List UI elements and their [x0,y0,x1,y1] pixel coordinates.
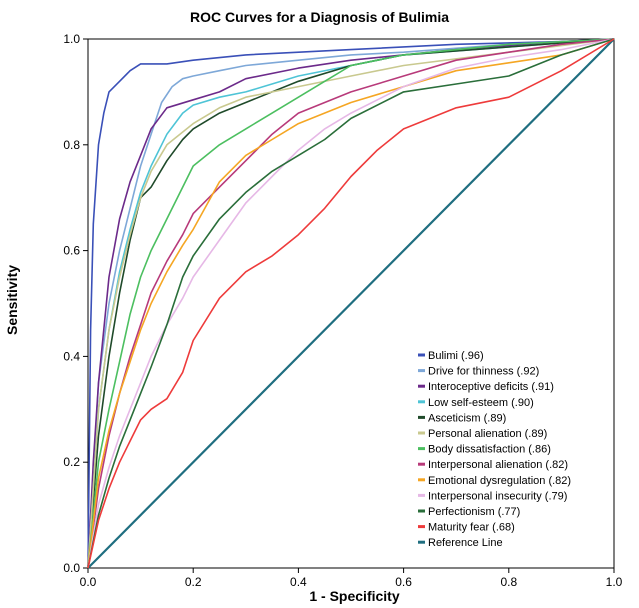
series-line [87,38,615,569]
legend-label: Perfectionism (.77) [428,506,520,518]
x-tick-label: 1.0 [606,575,623,589]
legend-label: Emotional dysregulation (.82) [428,475,571,487]
y-axis-label: Sensitivity [4,264,20,336]
legend-label: Low self-esteem (.90) [428,397,534,409]
series-line [87,38,615,569]
legend-label: Asceticism (.89) [428,412,506,424]
series-line [87,38,615,569]
x-tick-label: 0.0 [80,575,97,589]
series-line [87,38,615,569]
legend-label: Maturity fear (.68) [428,522,515,534]
x-tick-label: 0.8 [500,575,517,589]
x-axis-label: 1 - Specificity [309,588,400,604]
legend-label: Interoceptive deficits (.91) [428,381,554,393]
y-tick-label: 1.0 [63,32,80,46]
x-tick-label: 0.4 [290,575,307,589]
y-tick-label: 0.8 [63,138,80,152]
legend-label: Interpersonal insecurity (.79) [428,490,567,502]
legend-label: Interpersonal alienation (.82) [428,459,568,471]
series-line [87,38,615,569]
series-line [87,38,615,569]
y-tick-label: 0.0 [63,561,80,575]
legend-label: Body dissatisfaction (.86) [428,444,551,456]
series-line [87,38,615,569]
series-line [87,38,615,569]
chart-title: ROC Curves for a Diagnosis of Bulimia [189,9,450,25]
legend-label: Reference Line [428,537,503,549]
y-tick-label: 0.2 [63,455,80,469]
y-tick-label: 0.4 [63,349,80,363]
series-line [87,38,615,569]
series-line [87,38,615,569]
legend-label: Drive for thinness (.92) [428,366,539,378]
legend-label: Bulimi (.96) [428,350,484,362]
y-tick-label: 0.6 [63,244,80,258]
x-tick-label: 0.6 [395,575,412,589]
plot-frame [87,38,615,569]
legend-label: Personal alienation (.89) [428,428,547,440]
x-tick-label: 0.2 [185,575,202,589]
